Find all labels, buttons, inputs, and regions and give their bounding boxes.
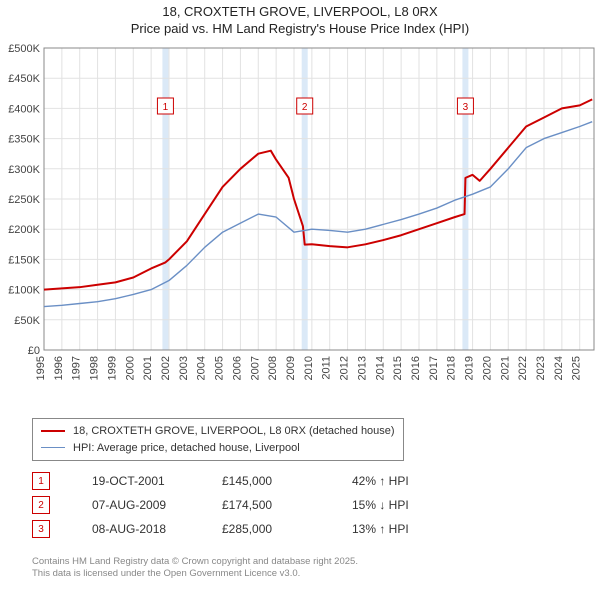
event-hpi: 42% ↑ HPI [352,474,462,488]
svg-text:£150K: £150K [8,254,40,266]
legend-label: HPI: Average price, detached house, Live… [73,440,300,457]
legend-row: 18, CROXTETH GROVE, LIVERPOOL, L8 0RX (d… [41,423,395,440]
svg-text:2004: 2004 [196,356,208,380]
svg-text:2016: 2016 [410,356,422,380]
svg-text:1997: 1997 [71,356,83,380]
svg-text:2013: 2013 [356,356,368,380]
svg-text:2012: 2012 [339,356,351,380]
chart-area: £0 £50K £100K £150K £200K £250K £300K £350K £400… [0,40,600,410]
svg-text:2002: 2002 [160,356,172,380]
svg-text:2000: 2000 [124,356,136,380]
svg-text:2023: 2023 [535,356,547,380]
svg-text:2009: 2009 [285,356,297,380]
svg-text:2001: 2001 [142,356,154,380]
svg-text:2017: 2017 [428,356,440,380]
svg-text:1995: 1995 [35,356,47,380]
event-date: 19-OCT-2001 [92,474,222,488]
svg-text:£400K: £400K [8,103,40,115]
svg-text:1998: 1998 [89,356,101,380]
footer-line-2: This data is licensed under the Open Gov… [32,568,358,580]
svg-text:2: 2 [302,102,308,113]
svg-text:2022: 2022 [517,356,529,380]
svg-text:2014: 2014 [374,356,386,380]
event-row: 1 19-OCT-2001£145,00042% ↑ HPI [32,472,462,490]
svg-text:3: 3 [463,102,469,113]
title-line-2: Price paid vs. HM Land Registry's House … [0,21,600,38]
svg-text:£500K: £500K [8,43,40,55]
legend: 18, CROXTETH GROVE, LIVERPOOL, L8 0RX (d… [32,418,404,461]
event-price: £285,000 [222,522,352,536]
events-table: 1 19-OCT-2001£145,00042% ↑ HPI 2 07-AUG-200… [32,466,462,544]
footer-attribution: Contains HM Land Registry data © Crown c… [32,556,358,581]
event-price: £145,000 [222,474,352,488]
event-number-badge: 2 [32,496,50,514]
svg-text:2019: 2019 [464,356,476,380]
svg-text:£100K: £100K [8,285,40,297]
svg-text:2008: 2008 [267,356,279,380]
svg-text:£50K: £50K [14,315,40,327]
svg-text:2015: 2015 [392,356,404,380]
event-date: 07-AUG-2009 [92,498,222,512]
svg-text:2020: 2020 [481,356,493,380]
svg-text:£350K: £350K [8,134,40,146]
svg-text:2018: 2018 [446,356,458,380]
svg-text:1: 1 [163,102,169,113]
svg-text:£200K: £200K [8,224,40,236]
event-hpi: 13% ↑ HPI [352,522,462,536]
legend-label: 18, CROXTETH GROVE, LIVERPOOL, L8 0RX (d… [73,423,395,440]
svg-text:2021: 2021 [499,356,511,380]
event-number-badge: 1 [32,472,50,490]
svg-text:£0: £0 [28,345,40,357]
event-date: 08-AUG-2018 [92,522,222,536]
svg-text:£300K: £300K [8,164,40,176]
event-hpi: 15% ↓ HPI [352,498,462,512]
event-row: 2 07-AUG-2009£174,50015% ↓ HPI [32,496,462,514]
svg-text:2006: 2006 [231,356,243,380]
event-price: £174,500 [222,498,352,512]
event-number-badge: 3 [32,520,50,538]
svg-text:£250K: £250K [8,194,40,206]
svg-text:2003: 2003 [178,356,190,380]
legend-swatch [41,430,65,432]
event-row: 3 08-AUG-2018£285,00013% ↑ HPI [32,520,462,538]
line-chart-svg: £0 £50K £100K £150K £200K £250K £300K £350K £400… [0,40,600,410]
svg-text:2010: 2010 [303,356,315,380]
footer-line-1: Contains HM Land Registry data © Crown c… [32,556,358,568]
svg-text:2025: 2025 [571,356,583,380]
svg-text:1999: 1999 [106,356,118,380]
svg-text:2007: 2007 [249,356,261,380]
legend-swatch [41,447,65,448]
chart-title-block: 18, CROXTETH GROVE, LIVERPOOL, L8 0RX Pr… [0,0,600,38]
svg-text:2005: 2005 [214,356,226,380]
title-line-1: 18, CROXTETH GROVE, LIVERPOOL, L8 0RX [0,4,600,21]
svg-text:1996: 1996 [53,356,65,380]
svg-text:2011: 2011 [321,356,333,380]
legend-row: HPI: Average price, detached house, Live… [41,440,395,457]
svg-text:£450K: £450K [8,73,40,85]
svg-text:2024: 2024 [553,356,565,380]
